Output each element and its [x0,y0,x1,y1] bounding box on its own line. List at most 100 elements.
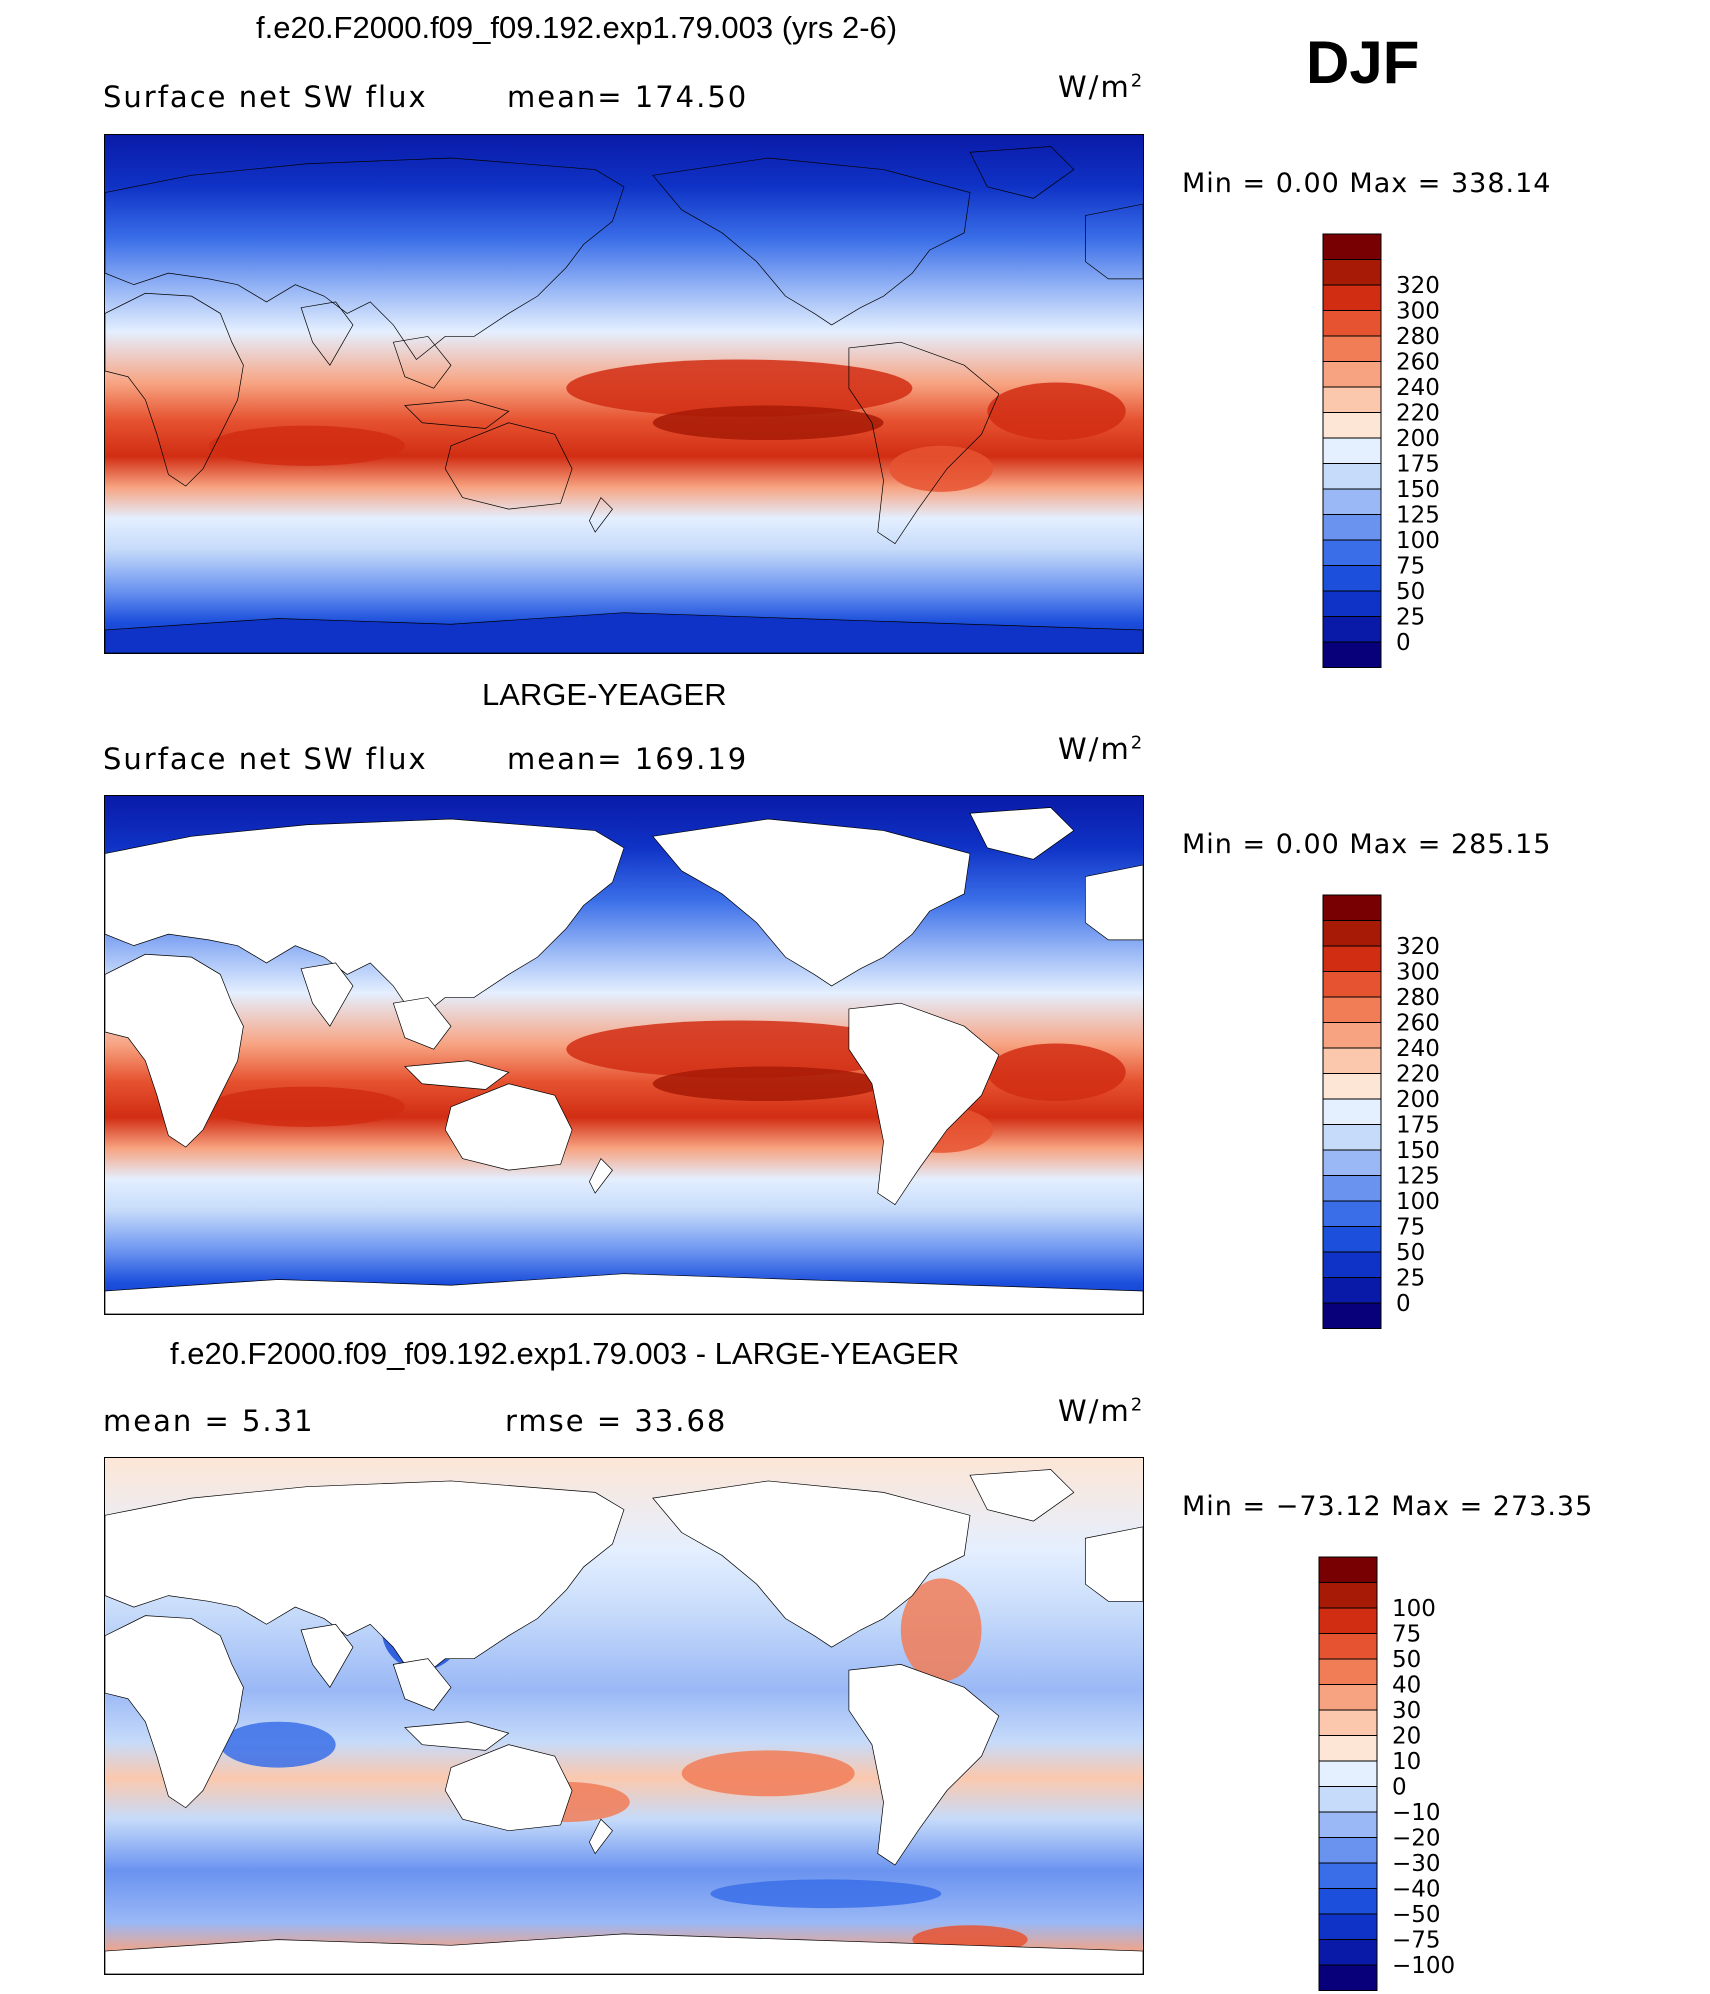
panel3-colorbar-box [1318,1837,1378,1864]
panel2-variable: Surface net SW flux [103,742,428,776]
map1-coast-samerica [849,342,999,543]
map2-coast-seasia [393,997,451,1049]
map1-coast-nz [589,498,612,533]
map2-contour-patch [208,1086,405,1127]
panel3-colorbar-label: 100 [1392,1596,1436,1622]
map3-coast-india [301,1624,353,1687]
panel3-colorbar-label: −10 [1392,1800,1441,1826]
map1-coast-greenland [970,147,1074,199]
panel2-colorbar-box [1322,1098,1382,1125]
map3-coast-samerica [849,1664,999,1865]
map2-coast-antarctica [105,1274,1143,1314]
panel3-title: f.e20.F2000.f09_f09.192.exp1.79.003 - LA… [170,1336,960,1371]
panel3-colorbar-box [1318,1658,1378,1685]
panel3-colorbar-label: 50 [1392,1647,1421,1673]
map1-coast-indonesia [405,400,509,429]
map2-coast-africa [105,954,243,1147]
panel2-colorbar-label: 200 [1396,1087,1440,1113]
panel1-colorbar-box [1322,463,1382,490]
panel3-colorbar-box [1318,1939,1378,1966]
panel3-colorbar-box [1318,1913,1378,1940]
panel3-colorbar-box [1318,1684,1378,1711]
map3-coast-greenland [970,1469,1074,1521]
panel1-minmax: Min = 0.00 Max = 338.14 [1182,168,1552,199]
map1-contour-patch [652,405,884,441]
panel2-map [104,795,1144,1315]
panel1-colorbar-box [1322,361,1382,388]
panel2-mean: mean= 169.19 [507,742,749,776]
panel2-colorbar-label: 320 [1396,934,1440,960]
panel2-colorbar-box [1322,1200,1382,1227]
map1-coast-australia [445,423,572,509]
panel3-colorbar-label: −75 [1392,1928,1441,1954]
panel3-colorbar-box [1318,1633,1378,1660]
panel2-colorbar-box [1322,1175,1382,1202]
map1-coast-antarctica [105,613,1143,653]
map1-coast-eurasia [105,158,624,359]
panel2-colorbar-box [1322,894,1382,921]
panel2-colorbar: 0 25 50 75 100 125 150 175 200 220 240 260 280 300 320 [1322,894,1492,1332]
panel1-colorbar-box [1322,514,1382,541]
panel1-colorbar-label: 0 [1396,630,1411,656]
panel3-colorbar-label: −100 [1392,1953,1455,1979]
panel1-colorbar-label: 200 [1396,426,1440,452]
panel1-colorbar-label: 320 [1396,273,1440,299]
panel2-colorbar-box [1322,1124,1382,1151]
panel3-colorbar-box [1318,1964,1378,1991]
panel3-colorbar-box [1318,1709,1378,1736]
panel3-map [104,1457,1144,1975]
panel3-colorbar-label: 75 [1392,1622,1421,1648]
panel3-colorbar-box [1318,1862,1378,1889]
map1-contour-patch [208,425,405,466]
panel1-colorbar-box [1322,590,1382,617]
panel1-colorbar-label: 240 [1396,375,1440,401]
map3-coast-europe [1085,1527,1143,1602]
panel1-colorbar-label: 150 [1396,477,1440,503]
panel2-colorbar-box [1322,1149,1382,1176]
panel3-colorbar-box [1318,1888,1378,1915]
panel1-colorbar-box [1322,233,1382,260]
map1-contour-patch [566,359,913,418]
panel2-colorbar-box [1322,920,1382,947]
map2-coast-samerica [849,1003,999,1204]
map2-coast-greenland [970,808,1074,860]
map2-coast-namerica [653,819,970,986]
panel1-colorbar-label: 220 [1396,401,1440,427]
panel3-colorbar-label: −50 [1392,1902,1441,1928]
panel1-colorbar-label: 175 [1396,452,1440,478]
panel1-colorbar-box [1322,412,1382,439]
panel3-colorbar-box [1318,1786,1378,1813]
panel1-colorbar-label: 100 [1396,528,1440,554]
map3-coast-australia [445,1745,572,1831]
panel3-colorbar-label: −20 [1392,1826,1441,1852]
map1-coast-india [301,302,353,365]
panel2-colorbar-box [1322,1047,1382,1074]
panel1-colorbar-box [1322,641,1382,668]
map2-contour-patch [566,1020,913,1079]
panel3-colorbar-box [1318,1760,1378,1787]
panel2-colorbar-label: 75 [1396,1215,1425,1241]
panel1-map [104,134,1144,654]
panel1-colorbar-box [1322,335,1382,362]
map2-coast-europe [1085,865,1143,940]
map2-coast-australia [445,1084,572,1170]
panel1-colorbar-box [1322,310,1382,337]
map3-contour-patch [900,1578,982,1682]
panel1-units: W/m2 [1058,70,1145,104]
panel1-mean: mean= 174.50 [507,80,749,114]
map1-contour-patch [987,382,1126,441]
panel2-colorbar-label: 150 [1396,1138,1440,1164]
map3-coast-nz [589,1819,612,1853]
panel2-colorbar-label: 175 [1396,1113,1440,1139]
panel1-colorbar-box [1322,488,1382,515]
panel3-colorbar-box [1318,1607,1378,1634]
panel3-colorbar-label: −40 [1392,1877,1441,1903]
panel2-colorbar-label: 300 [1396,960,1440,986]
panel3-colorbar-label: 10 [1392,1749,1421,1775]
panel2-colorbar-box [1322,1251,1382,1278]
map2-contour-patch [987,1043,1126,1102]
map2-coast-indonesia [405,1061,509,1090]
map1-coast-europe [1085,204,1143,279]
panel3-colorbar-label: 40 [1392,1673,1421,1699]
